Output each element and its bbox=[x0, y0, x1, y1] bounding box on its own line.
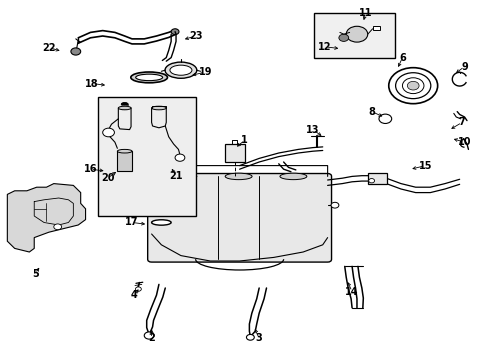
Text: 5: 5 bbox=[32, 269, 39, 279]
Text: 20: 20 bbox=[101, 173, 114, 183]
Text: 18: 18 bbox=[85, 78, 99, 89]
Ellipse shape bbox=[224, 173, 252, 180]
Circle shape bbox=[175, 154, 184, 161]
Circle shape bbox=[368, 179, 374, 183]
Text: 7: 7 bbox=[458, 117, 465, 127]
Text: 23: 23 bbox=[188, 31, 202, 41]
Circle shape bbox=[246, 334, 254, 340]
Text: 12: 12 bbox=[318, 42, 331, 52]
Text: 10: 10 bbox=[457, 137, 470, 147]
Text: 3: 3 bbox=[255, 333, 262, 343]
Text: 9: 9 bbox=[460, 62, 467, 72]
Circle shape bbox=[171, 29, 179, 35]
Circle shape bbox=[402, 78, 423, 94]
Circle shape bbox=[338, 34, 348, 41]
Text: 14: 14 bbox=[345, 287, 358, 297]
Text: 16: 16 bbox=[83, 164, 97, 174]
Ellipse shape bbox=[117, 149, 132, 153]
Ellipse shape bbox=[136, 74, 162, 81]
Ellipse shape bbox=[151, 106, 166, 110]
Bar bbox=[117, 151, 132, 171]
Text: 22: 22 bbox=[42, 42, 56, 53]
Ellipse shape bbox=[170, 65, 191, 75]
Circle shape bbox=[135, 287, 141, 291]
Text: 15: 15 bbox=[418, 161, 431, 171]
Circle shape bbox=[125, 103, 128, 105]
Bar bbox=[313, 13, 394, 58]
Circle shape bbox=[123, 103, 126, 105]
Text: 19: 19 bbox=[198, 67, 212, 77]
Polygon shape bbox=[7, 184, 85, 252]
Ellipse shape bbox=[130, 72, 167, 83]
Circle shape bbox=[330, 202, 338, 208]
Text: 8: 8 bbox=[367, 107, 374, 117]
FancyBboxPatch shape bbox=[147, 174, 331, 262]
Ellipse shape bbox=[151, 220, 171, 225]
Circle shape bbox=[407, 81, 418, 90]
Circle shape bbox=[395, 73, 430, 99]
Circle shape bbox=[388, 68, 437, 104]
Circle shape bbox=[102, 128, 114, 137]
Circle shape bbox=[378, 114, 391, 123]
Circle shape bbox=[144, 332, 154, 339]
Text: 21: 21 bbox=[169, 171, 183, 181]
Ellipse shape bbox=[279, 173, 306, 180]
Bar bbox=[367, 173, 386, 184]
Text: 2: 2 bbox=[148, 333, 155, 343]
Ellipse shape bbox=[118, 106, 131, 110]
Circle shape bbox=[54, 224, 61, 230]
Bar bbox=[224, 144, 244, 162]
Text: 11: 11 bbox=[358, 8, 372, 18]
Ellipse shape bbox=[164, 62, 196, 78]
Ellipse shape bbox=[170, 173, 196, 180]
Bar bbox=[98, 97, 195, 216]
Text: 17: 17 bbox=[125, 217, 139, 228]
Text: 1: 1 bbox=[241, 135, 247, 145]
Text: 6: 6 bbox=[398, 53, 405, 63]
Text: 4: 4 bbox=[131, 290, 138, 300]
Circle shape bbox=[346, 26, 367, 42]
Circle shape bbox=[121, 103, 124, 105]
Bar bbox=[372, 26, 380, 30]
Text: 13: 13 bbox=[305, 125, 319, 135]
Circle shape bbox=[71, 48, 81, 55]
